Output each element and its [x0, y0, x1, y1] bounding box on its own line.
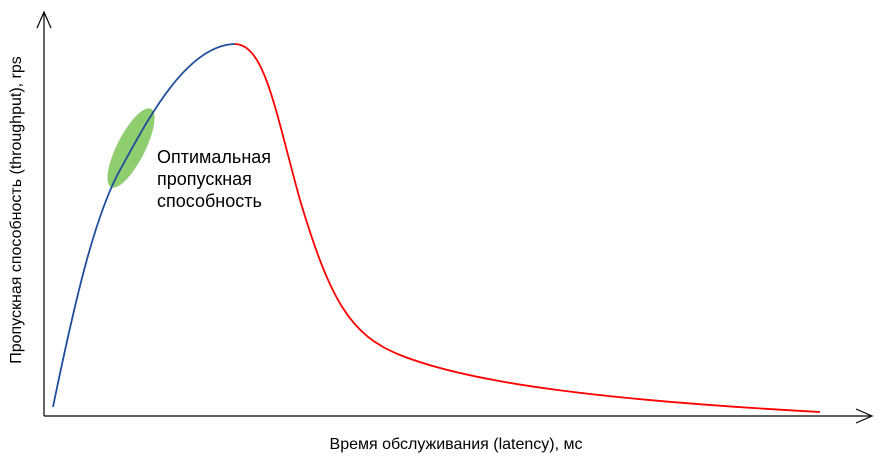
optimal-annotation: Оптимальная пропускная способность: [157, 147, 276, 211]
rising-throughput-curve: [52, 43, 236, 408]
x-axis-label: Время обслуживания (latency), мс: [330, 436, 583, 453]
annotation-line-1: Оптимальная: [157, 147, 271, 167]
annotation-line-2: пропускная: [157, 169, 252, 189]
annotation-line-3: способность: [157, 191, 262, 211]
falling-throughput-curve: [234, 43, 821, 413]
optimal-zone-highlight: [107, 108, 155, 188]
y-axis-label: Пропускная способность (throughput), rps: [8, 56, 25, 364]
y-axis-arrow-icon: [36, 10, 52, 29]
x-axis-arrow-icon: [855, 408, 874, 424]
